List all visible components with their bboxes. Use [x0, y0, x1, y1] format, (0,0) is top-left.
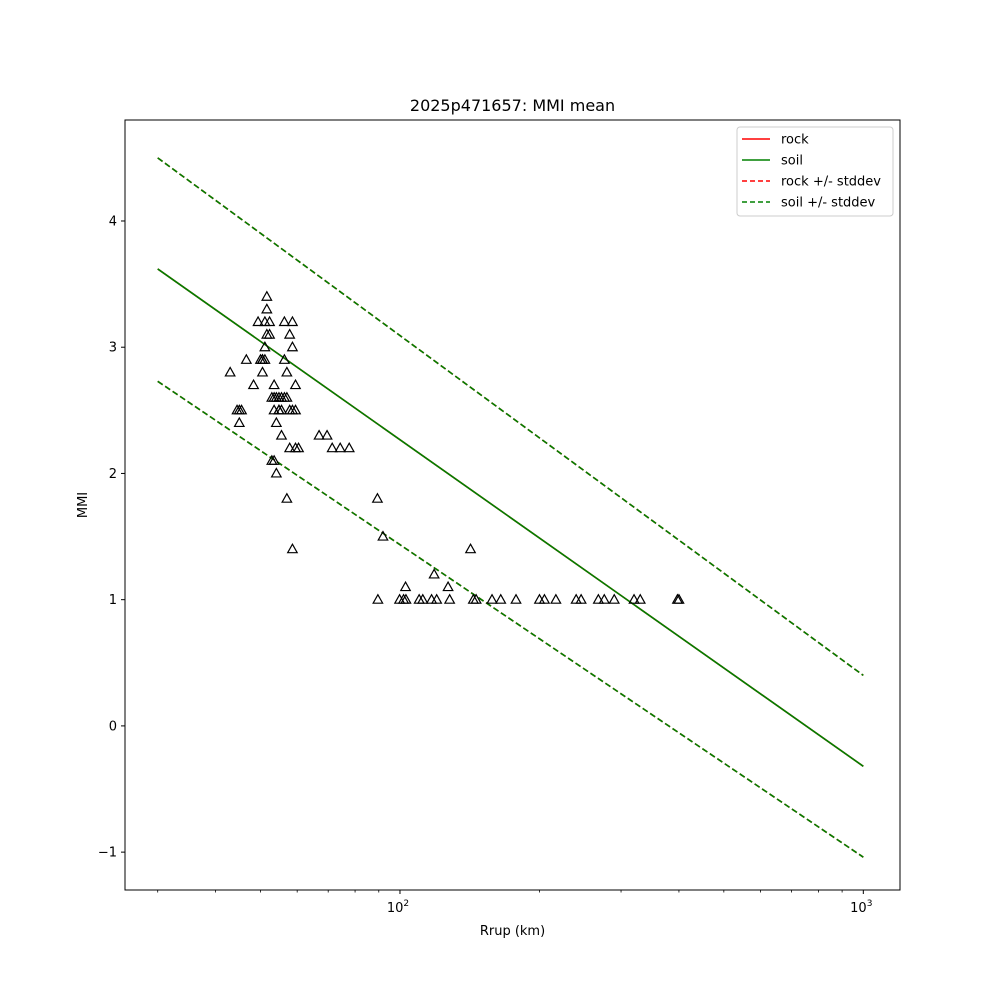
y-tick-label: 0	[109, 719, 117, 734]
observation-point	[538, 593, 551, 604]
observation-point	[263, 315, 276, 327]
observation-point	[292, 441, 305, 453]
observation-point	[430, 593, 443, 604]
observation-point	[608, 593, 620, 604]
observation-point	[417, 593, 429, 604]
y-tick-label: −1	[98, 846, 117, 861]
observation-point	[266, 454, 278, 465]
observation-point	[252, 315, 264, 327]
observation-point	[278, 315, 291, 327]
observation-point	[231, 404, 243, 415]
observation-point	[673, 593, 685, 604]
observation-point	[550, 593, 562, 604]
observation-point	[442, 580, 454, 592]
observation-point	[281, 366, 293, 377]
observation-point	[443, 593, 456, 604]
y-tick-label: 3	[109, 341, 117, 356]
y-tick-label: 1	[109, 593, 117, 608]
observation-point	[494, 593, 507, 604]
observation-point	[428, 568, 440, 579]
observation-point	[259, 340, 271, 352]
y-tick-label: 2	[109, 467, 117, 482]
legend-label: rock	[781, 133, 809, 148]
observation-point	[592, 593, 605, 604]
observation-point	[256, 366, 269, 377]
x-axis-label: Rrup (km)	[480, 924, 545, 939]
observation-point	[259, 353, 271, 364]
observation-point	[240, 353, 253, 364]
observation-point	[224, 366, 236, 377]
series-line-5	[157, 380, 864, 858]
observation-point	[266, 391, 278, 402]
observation-point	[278, 391, 291, 402]
series-line-4	[157, 157, 864, 677]
y-tick-label: 4	[109, 214, 117, 229]
observation-point	[321, 429, 333, 440]
observation-point	[268, 404, 280, 415]
observation-point	[289, 378, 302, 390]
observation-point	[510, 593, 522, 604]
observation-point	[634, 593, 646, 604]
plot-area	[157, 157, 864, 858]
observation-point	[261, 303, 273, 314]
observation-point	[233, 416, 246, 428]
legend-label: soil +/- stddev	[781, 196, 876, 211]
observation-point	[400, 593, 412, 604]
observation-point	[286, 340, 299, 352]
series-line-1	[157, 268, 864, 767]
legend-label: rock +/- stddev	[781, 175, 881, 190]
observation-point	[281, 492, 293, 503]
axes-frame	[124, 119, 901, 891]
observation-point	[268, 378, 280, 390]
observation-point	[486, 593, 498, 604]
observation-point	[283, 404, 296, 415]
observation-point	[263, 328, 276, 339]
legend-box	[736, 126, 894, 217]
observation-point	[470, 593, 482, 604]
observation-point	[313, 429, 325, 440]
observation-point	[399, 580, 412, 592]
observation-point	[334, 441, 346, 453]
observation-point	[286, 542, 299, 554]
observation-point	[628, 593, 640, 604]
observation-point	[270, 416, 283, 428]
observation-point	[343, 441, 355, 453]
observation-point	[270, 467, 283, 478]
observation-point	[464, 542, 477, 554]
observation-point	[247, 378, 260, 390]
observation-point	[275, 429, 288, 440]
observation-point	[326, 441, 338, 453]
observation-point	[575, 593, 587, 604]
observation-point	[371, 492, 384, 503]
legend: rock soil rock +/- stddev soil +/- stddev	[736, 126, 894, 217]
chart-title: 2025p471657: MMI mean	[410, 96, 615, 115]
observation-point	[377, 530, 389, 541]
observation-point	[283, 328, 296, 339]
observation-point	[598, 593, 611, 604]
observation-point	[261, 290, 273, 301]
observation-point	[372, 593, 384, 604]
observation-point	[278, 353, 291, 364]
observation-point	[286, 315, 299, 327]
y-axis-label: MMI	[76, 492, 91, 518]
legend-label: soil	[781, 154, 803, 169]
observation-point	[283, 441, 296, 453]
